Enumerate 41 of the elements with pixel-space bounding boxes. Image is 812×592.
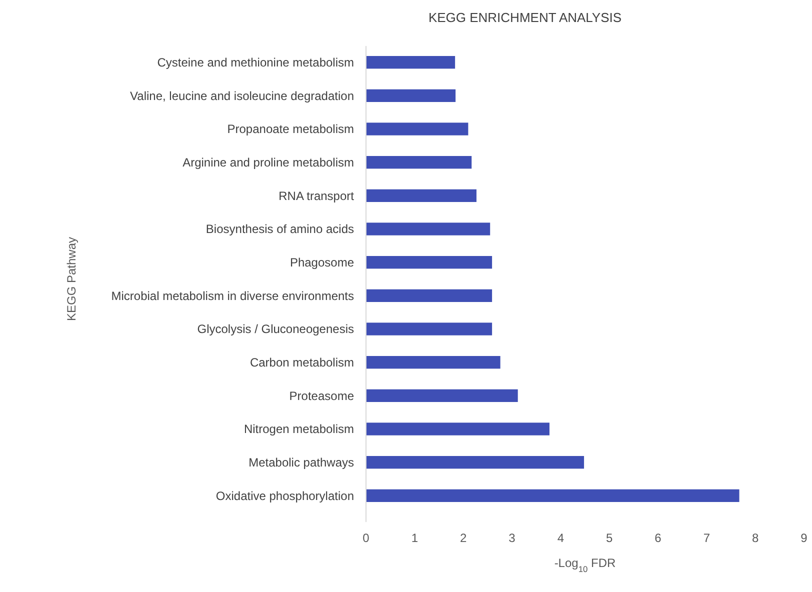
y-tick-label: Arginine and proline metabolism	[182, 156, 354, 170]
y-tick-label: Microbial metabolism in diverse environments	[111, 288, 354, 303]
bar	[366, 156, 472, 169]
y-tick-label: Nitrogen metabolism	[244, 422, 354, 436]
bar	[366, 256, 492, 269]
x-tick-label: 4	[557, 531, 564, 545]
x-tick-label: 7	[703, 531, 710, 545]
bar	[366, 389, 518, 402]
y-tick-label: Carbon metabolism	[250, 356, 354, 370]
y-tick-label: Oxidative phosphorylation	[216, 488, 354, 503]
x-tick-label: 5	[606, 531, 613, 545]
bar	[366, 489, 740, 502]
y-tick-label: Glycolysis / Gluconeogenesis	[197, 322, 354, 336]
bar	[366, 222, 490, 236]
chart-title: KEGG ENRICHMENT ANALYSIS	[428, 10, 622, 25]
bar	[366, 289, 492, 302]
y-tick-label: Phagosome	[290, 256, 354, 270]
bar	[366, 89, 456, 102]
x-tick-label: 8	[752, 531, 759, 545]
y-tick-label: Valine, leucine and isoleucine degradation	[130, 88, 354, 103]
bar	[366, 56, 456, 69]
y-tick-label: RNA transport	[278, 188, 355, 203]
y-tick-label: Proteasome	[289, 388, 354, 403]
bar	[366, 422, 550, 436]
bar	[366, 122, 468, 136]
y-tick-label: Biosynthesis of amino acids	[206, 222, 354, 236]
y-tick-label: Propanoate metabolism	[227, 122, 354, 136]
x-tick-label: 9	[800, 531, 808, 545]
bar	[366, 456, 584, 469]
x-tick-label: 2	[460, 531, 467, 545]
y-tick-label: Cysteine and methionine metabolism	[157, 56, 354, 70]
x-tick-label: 3	[508, 531, 516, 545]
bar	[366, 356, 500, 369]
bar	[366, 189, 476, 202]
x-tick-label: 6	[654, 531, 662, 545]
bar	[366, 322, 492, 336]
y-axis-title: KEGG Pathway	[64, 236, 79, 322]
x-tick-label: 1	[411, 531, 418, 545]
x-axis-title: -Log$_{10}$ FDR	[554, 556, 616, 574]
x-tick-label: 0	[362, 531, 370, 545]
y-tick-label: Metabolic pathways	[248, 456, 354, 470]
